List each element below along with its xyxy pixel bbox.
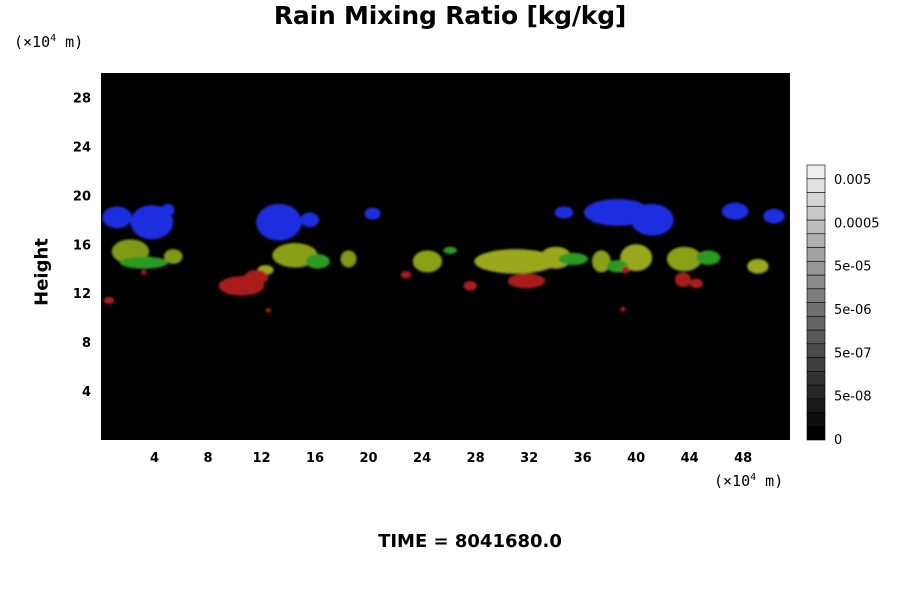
colorbar-swatch xyxy=(806,274,826,290)
rain-region xyxy=(161,203,175,217)
rain-region xyxy=(119,256,168,269)
rain-region xyxy=(747,258,769,274)
rain-region xyxy=(620,306,626,312)
colorbar-swatch xyxy=(806,398,826,413)
y-tick-label: 8 xyxy=(82,336,91,351)
colorbar-swatch xyxy=(806,357,826,372)
rain-region xyxy=(474,249,558,274)
rain-region xyxy=(130,205,174,240)
rain-region xyxy=(244,269,269,285)
colorbar-swatch xyxy=(806,288,826,303)
colorbar-swatch xyxy=(806,315,826,331)
colorbar-swatch xyxy=(806,329,826,345)
y-tick-label: 4 xyxy=(82,385,91,400)
y-tick-label: 16 xyxy=(73,238,91,253)
rain-region xyxy=(364,207,381,220)
x-tick-label: 40 xyxy=(627,451,645,466)
rain-region xyxy=(763,208,785,224)
colorbar-label: 0 xyxy=(834,433,842,448)
rain-region xyxy=(103,296,115,305)
colorbar-swatch xyxy=(806,302,826,317)
rain-region xyxy=(696,250,721,266)
colorbar-label: 5e-07 xyxy=(834,346,872,361)
rain-region xyxy=(591,250,611,273)
rain-region xyxy=(443,246,457,255)
y-tick-label: 24 xyxy=(73,140,91,155)
x-tick-label: 16 xyxy=(306,451,324,466)
x-tick-label: 36 xyxy=(574,451,592,466)
colorbar-swatch xyxy=(806,233,826,248)
rain-region xyxy=(300,212,320,228)
x-tick-label: 48 xyxy=(734,451,752,466)
rain-region xyxy=(141,269,147,275)
x-tick-label: 44 xyxy=(681,451,699,466)
rain-region xyxy=(463,280,477,291)
colorbar-swatch xyxy=(806,412,826,427)
rain-region xyxy=(558,252,588,266)
colorbar-swatch xyxy=(806,343,826,358)
rain-region xyxy=(621,266,630,274)
time-readout: TIME = 8041680.0 xyxy=(378,531,562,552)
rain-region xyxy=(102,206,132,229)
colorbar-label: 0.0005 xyxy=(834,216,880,231)
rain-region xyxy=(305,254,330,269)
x-tick-label: 4 xyxy=(150,451,159,466)
rain-region xyxy=(721,202,749,220)
rain-region xyxy=(630,203,674,236)
colorbar-label: 0.005 xyxy=(834,173,871,188)
colorbar-swatch xyxy=(806,425,826,441)
colorbar-swatch xyxy=(806,164,826,180)
colorbar-swatch xyxy=(806,178,826,193)
rain-region xyxy=(674,272,691,288)
rain-region xyxy=(340,250,357,268)
x-tick-label: 28 xyxy=(467,451,485,466)
colorbar-label: 5e-06 xyxy=(834,303,872,318)
colorbar-swatch xyxy=(806,205,826,221)
x-tick-label: 12 xyxy=(252,451,270,466)
rain-region xyxy=(412,250,443,273)
colorbar-swatch xyxy=(806,219,826,235)
rain-region xyxy=(620,244,653,272)
colorbar-swatch xyxy=(806,247,826,262)
x-tick-label: 32 xyxy=(520,451,538,466)
rain-region xyxy=(400,271,412,279)
colorbar-swatch xyxy=(806,370,826,386)
chart-title: Rain Mixing Ratio [kg/kg] xyxy=(273,1,627,30)
y-tick-label: 20 xyxy=(73,189,91,204)
y-tick-label: 12 xyxy=(73,287,91,302)
colorbar-swatch xyxy=(806,384,826,400)
rain-region xyxy=(163,249,183,264)
rain-region xyxy=(689,278,704,289)
rain-region xyxy=(507,273,546,289)
rain-region xyxy=(256,203,302,241)
y-unit-label: (×104 m) xyxy=(14,33,84,51)
x-unit-label: (×104 m) xyxy=(714,472,784,490)
rain-region xyxy=(265,307,271,313)
x-tick-label: 20 xyxy=(360,451,378,466)
colorbar-label: 5e-05 xyxy=(834,260,872,275)
colorbar-swatch xyxy=(806,260,826,276)
x-tick-label: 8 xyxy=(204,451,213,466)
rain-region xyxy=(554,206,574,219)
rain-region xyxy=(666,246,702,272)
colorbar-label: 5e-08 xyxy=(834,390,872,405)
x-tick-label: 24 xyxy=(413,451,431,466)
y-tick-label: 28 xyxy=(73,91,91,106)
colorbar-swatch xyxy=(806,192,826,207)
